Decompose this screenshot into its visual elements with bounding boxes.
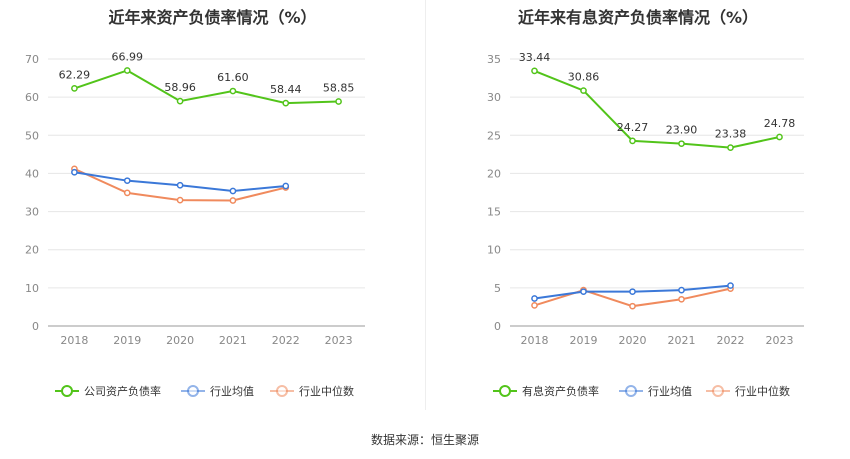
legend-label: 行业中位数 [299,384,354,398]
x-tick-label: 2021 [219,334,247,347]
y-tick-label: 50 [25,129,39,142]
data-point-company[interactable] [229,87,237,95]
data-point-industry-average[interactable] [282,182,290,190]
legend-marker-icon [276,385,288,397]
legend-item-industry-median[interactable]: 行业中位数 [270,384,354,398]
x-tick-label: 2020 [619,334,647,347]
x-tick-label: 2021 [668,334,696,347]
legend-item-industry-average[interactable]: 行业均值 [619,385,692,398]
left-line-chart: 0 10 20 30 40 50 60 70 2018 2019 2020 2021 2022 2023 6… [25,50,365,398]
right-line-chart: 0 5 10 15 20 25 30 35 2018 2019 2020 2021 2022 2023 33… [487,51,804,398]
panel-divider [425,0,426,410]
y-tick-label: 25 [487,129,501,142]
legend-marker-icon [625,385,637,397]
y-tick-label: 30 [487,91,501,104]
y-tick-label: 70 [25,53,39,66]
legend-label: 公司资产负债率 [84,384,161,398]
data-point-company[interactable] [727,144,734,151]
data-point-industry-median[interactable] [176,196,184,204]
data-point-company[interactable] [629,137,636,145]
legend-item-industry-median[interactable]: 行业中位数 [706,384,790,398]
legend-label: 有息资产负债率 [522,384,599,398]
legend-item-industry-average[interactable]: 行业均值 [181,385,254,398]
legend-marker-icon [61,385,73,397]
data-label: 58.96 [164,81,196,94]
data-label: 33.44 [519,51,551,64]
data-point-industry-median[interactable] [678,295,685,303]
y-tick-label: 30 [25,206,39,219]
left-chart-panel: 近年来资产负债率情况（%） 0 10 20 30 40 50 60 70 2018 2019 202… [0,0,425,410]
data-point-industry-median[interactable] [229,197,237,204]
y-tick-label: 0 [494,320,501,333]
y-tick-label: 35 [487,53,501,66]
y-tick-label: 20 [487,167,501,180]
data-point-industry-average[interactable] [678,286,685,294]
legend-item-company[interactable]: 有息资产负债率 [493,384,599,398]
data-point-industry-average[interactable] [531,295,538,302]
right-chart-panel: 近年来有息资产负债率情况（%） 0 5 10 15 20 25 30 35 2018 2019 20… [426,0,850,410]
data-point-industry-average[interactable] [71,168,78,176]
data-point-company[interactable] [776,133,783,141]
x-tick-label: 2019 [570,334,598,347]
x-tick-label: 2023 [325,334,353,347]
data-label: 24.27 [617,121,649,134]
data-point-industry-median[interactable] [123,189,131,197]
y-tick-label: 20 [25,244,39,257]
y-tick-label: 0 [32,320,39,333]
data-point-company[interactable] [580,87,587,94]
data-point-industry-average[interactable] [580,288,587,296]
data-label: 30.86 [568,71,600,84]
data-point-industry-average[interactable] [123,177,131,185]
data-point-industry-median[interactable] [531,302,538,309]
data-point-company[interactable] [71,85,78,92]
x-tick-label: 2023 [766,334,794,347]
left-chart-title: 近年来资产负债率情况（%） [108,8,317,27]
data-point-company[interactable] [282,99,290,107]
x-tick-label: 2018 [521,334,549,347]
data-label: 23.38 [715,128,747,141]
y-tick-label: 10 [25,282,39,295]
y-tick-label: 40 [25,167,39,180]
data-label: 66.99 [112,50,144,63]
y-tick-label: 15 [487,206,501,219]
series-line-company [74,69,339,105]
data-point-company[interactable] [176,97,184,105]
series-line-company [534,69,780,149]
data-point-industry-median[interactable] [629,302,636,310]
y-tick-label: 5 [494,282,501,295]
legend-label: 行业均值 [210,385,254,398]
data-label: 58.85 [323,82,355,95]
right-chart-title: 近年来有息资产负债率情况（%） [517,8,759,27]
x-tick-label: 2022 [717,334,745,347]
data-point-company[interactable] [678,140,685,148]
x-tick-label: 2019 [113,334,141,347]
legend-marker-icon [712,385,724,397]
data-label: 58.44 [270,83,302,96]
legend-label: 行业均值 [648,385,692,398]
x-tick-label: 2022 [272,334,300,347]
data-point-industry-average[interactable] [229,187,237,195]
y-tick-label: 60 [25,91,39,104]
data-point-industry-average[interactable] [176,181,184,189]
data-point-industry-average[interactable] [727,282,734,289]
x-tick-label: 2018 [60,334,88,347]
legend-label: 行业中位数 [735,384,790,398]
legend-marker-icon [499,385,511,397]
legend-item-company[interactable]: 公司资产负债率 [55,384,161,398]
data-label: 24.78 [764,117,796,130]
data-point-company[interactable] [123,67,131,74]
x-tick-label: 2020 [166,334,194,347]
data-point-company[interactable] [335,98,342,105]
data-label: 23.90 [666,124,698,137]
data-source-note: 数据来源：恒生聚源 [370,433,479,447]
data-point-industry-average[interactable] [629,288,636,296]
data-label: 62.29 [59,68,91,81]
data-point-company[interactable] [531,67,538,75]
data-label: 61.60 [217,71,249,84]
legend-marker-icon [187,385,199,397]
y-tick-label: 10 [487,244,501,257]
